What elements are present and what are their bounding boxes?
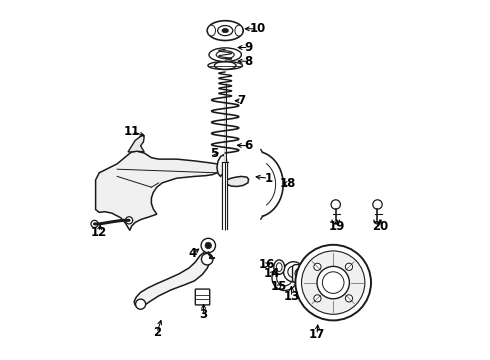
Circle shape bbox=[314, 295, 321, 302]
Text: 1: 1 bbox=[264, 172, 272, 185]
Text: 7: 7 bbox=[237, 94, 245, 107]
Circle shape bbox=[288, 266, 299, 278]
Text: 10: 10 bbox=[249, 22, 266, 35]
Polygon shape bbox=[96, 151, 220, 230]
Polygon shape bbox=[128, 135, 144, 152]
Circle shape bbox=[317, 266, 349, 299]
Ellipse shape bbox=[209, 48, 242, 62]
Text: 9: 9 bbox=[245, 41, 253, 54]
Text: 13: 13 bbox=[284, 291, 300, 303]
Text: 14: 14 bbox=[264, 267, 280, 280]
Circle shape bbox=[345, 263, 353, 270]
Text: 17: 17 bbox=[309, 328, 325, 341]
Circle shape bbox=[331, 200, 341, 209]
Circle shape bbox=[201, 238, 216, 253]
Text: 6: 6 bbox=[245, 139, 253, 152]
Text: 11: 11 bbox=[123, 125, 140, 138]
Text: 4: 4 bbox=[189, 247, 197, 260]
Circle shape bbox=[205, 242, 212, 249]
Circle shape bbox=[295, 268, 307, 279]
Circle shape bbox=[301, 251, 365, 314]
Text: 19: 19 bbox=[329, 220, 345, 233]
Text: 16: 16 bbox=[258, 258, 275, 271]
Ellipse shape bbox=[216, 51, 234, 59]
Ellipse shape bbox=[207, 21, 243, 40]
Polygon shape bbox=[293, 265, 309, 283]
Circle shape bbox=[125, 217, 133, 224]
Polygon shape bbox=[225, 176, 248, 186]
Circle shape bbox=[345, 295, 353, 302]
Circle shape bbox=[91, 220, 98, 228]
Circle shape bbox=[322, 272, 344, 293]
Circle shape bbox=[295, 245, 371, 320]
FancyBboxPatch shape bbox=[196, 289, 210, 305]
Circle shape bbox=[201, 253, 213, 265]
Ellipse shape bbox=[276, 263, 282, 271]
Ellipse shape bbox=[208, 62, 243, 69]
Circle shape bbox=[373, 200, 382, 209]
Circle shape bbox=[272, 265, 297, 291]
Text: 3: 3 bbox=[199, 309, 208, 321]
Circle shape bbox=[314, 263, 321, 270]
Circle shape bbox=[136, 299, 146, 309]
Text: 2: 2 bbox=[153, 327, 161, 339]
Ellipse shape bbox=[274, 260, 285, 274]
Polygon shape bbox=[217, 155, 227, 176]
Text: 8: 8 bbox=[245, 55, 253, 68]
Text: 20: 20 bbox=[372, 220, 388, 233]
Ellipse shape bbox=[235, 25, 243, 36]
Text: 12: 12 bbox=[91, 226, 107, 239]
Circle shape bbox=[277, 270, 293, 286]
Polygon shape bbox=[134, 253, 210, 307]
Ellipse shape bbox=[208, 25, 216, 36]
Text: 18: 18 bbox=[280, 177, 296, 190]
Circle shape bbox=[284, 262, 304, 282]
Text: 15: 15 bbox=[271, 280, 288, 293]
Ellipse shape bbox=[222, 28, 228, 33]
Ellipse shape bbox=[218, 26, 233, 36]
Text: 5: 5 bbox=[210, 147, 219, 159]
